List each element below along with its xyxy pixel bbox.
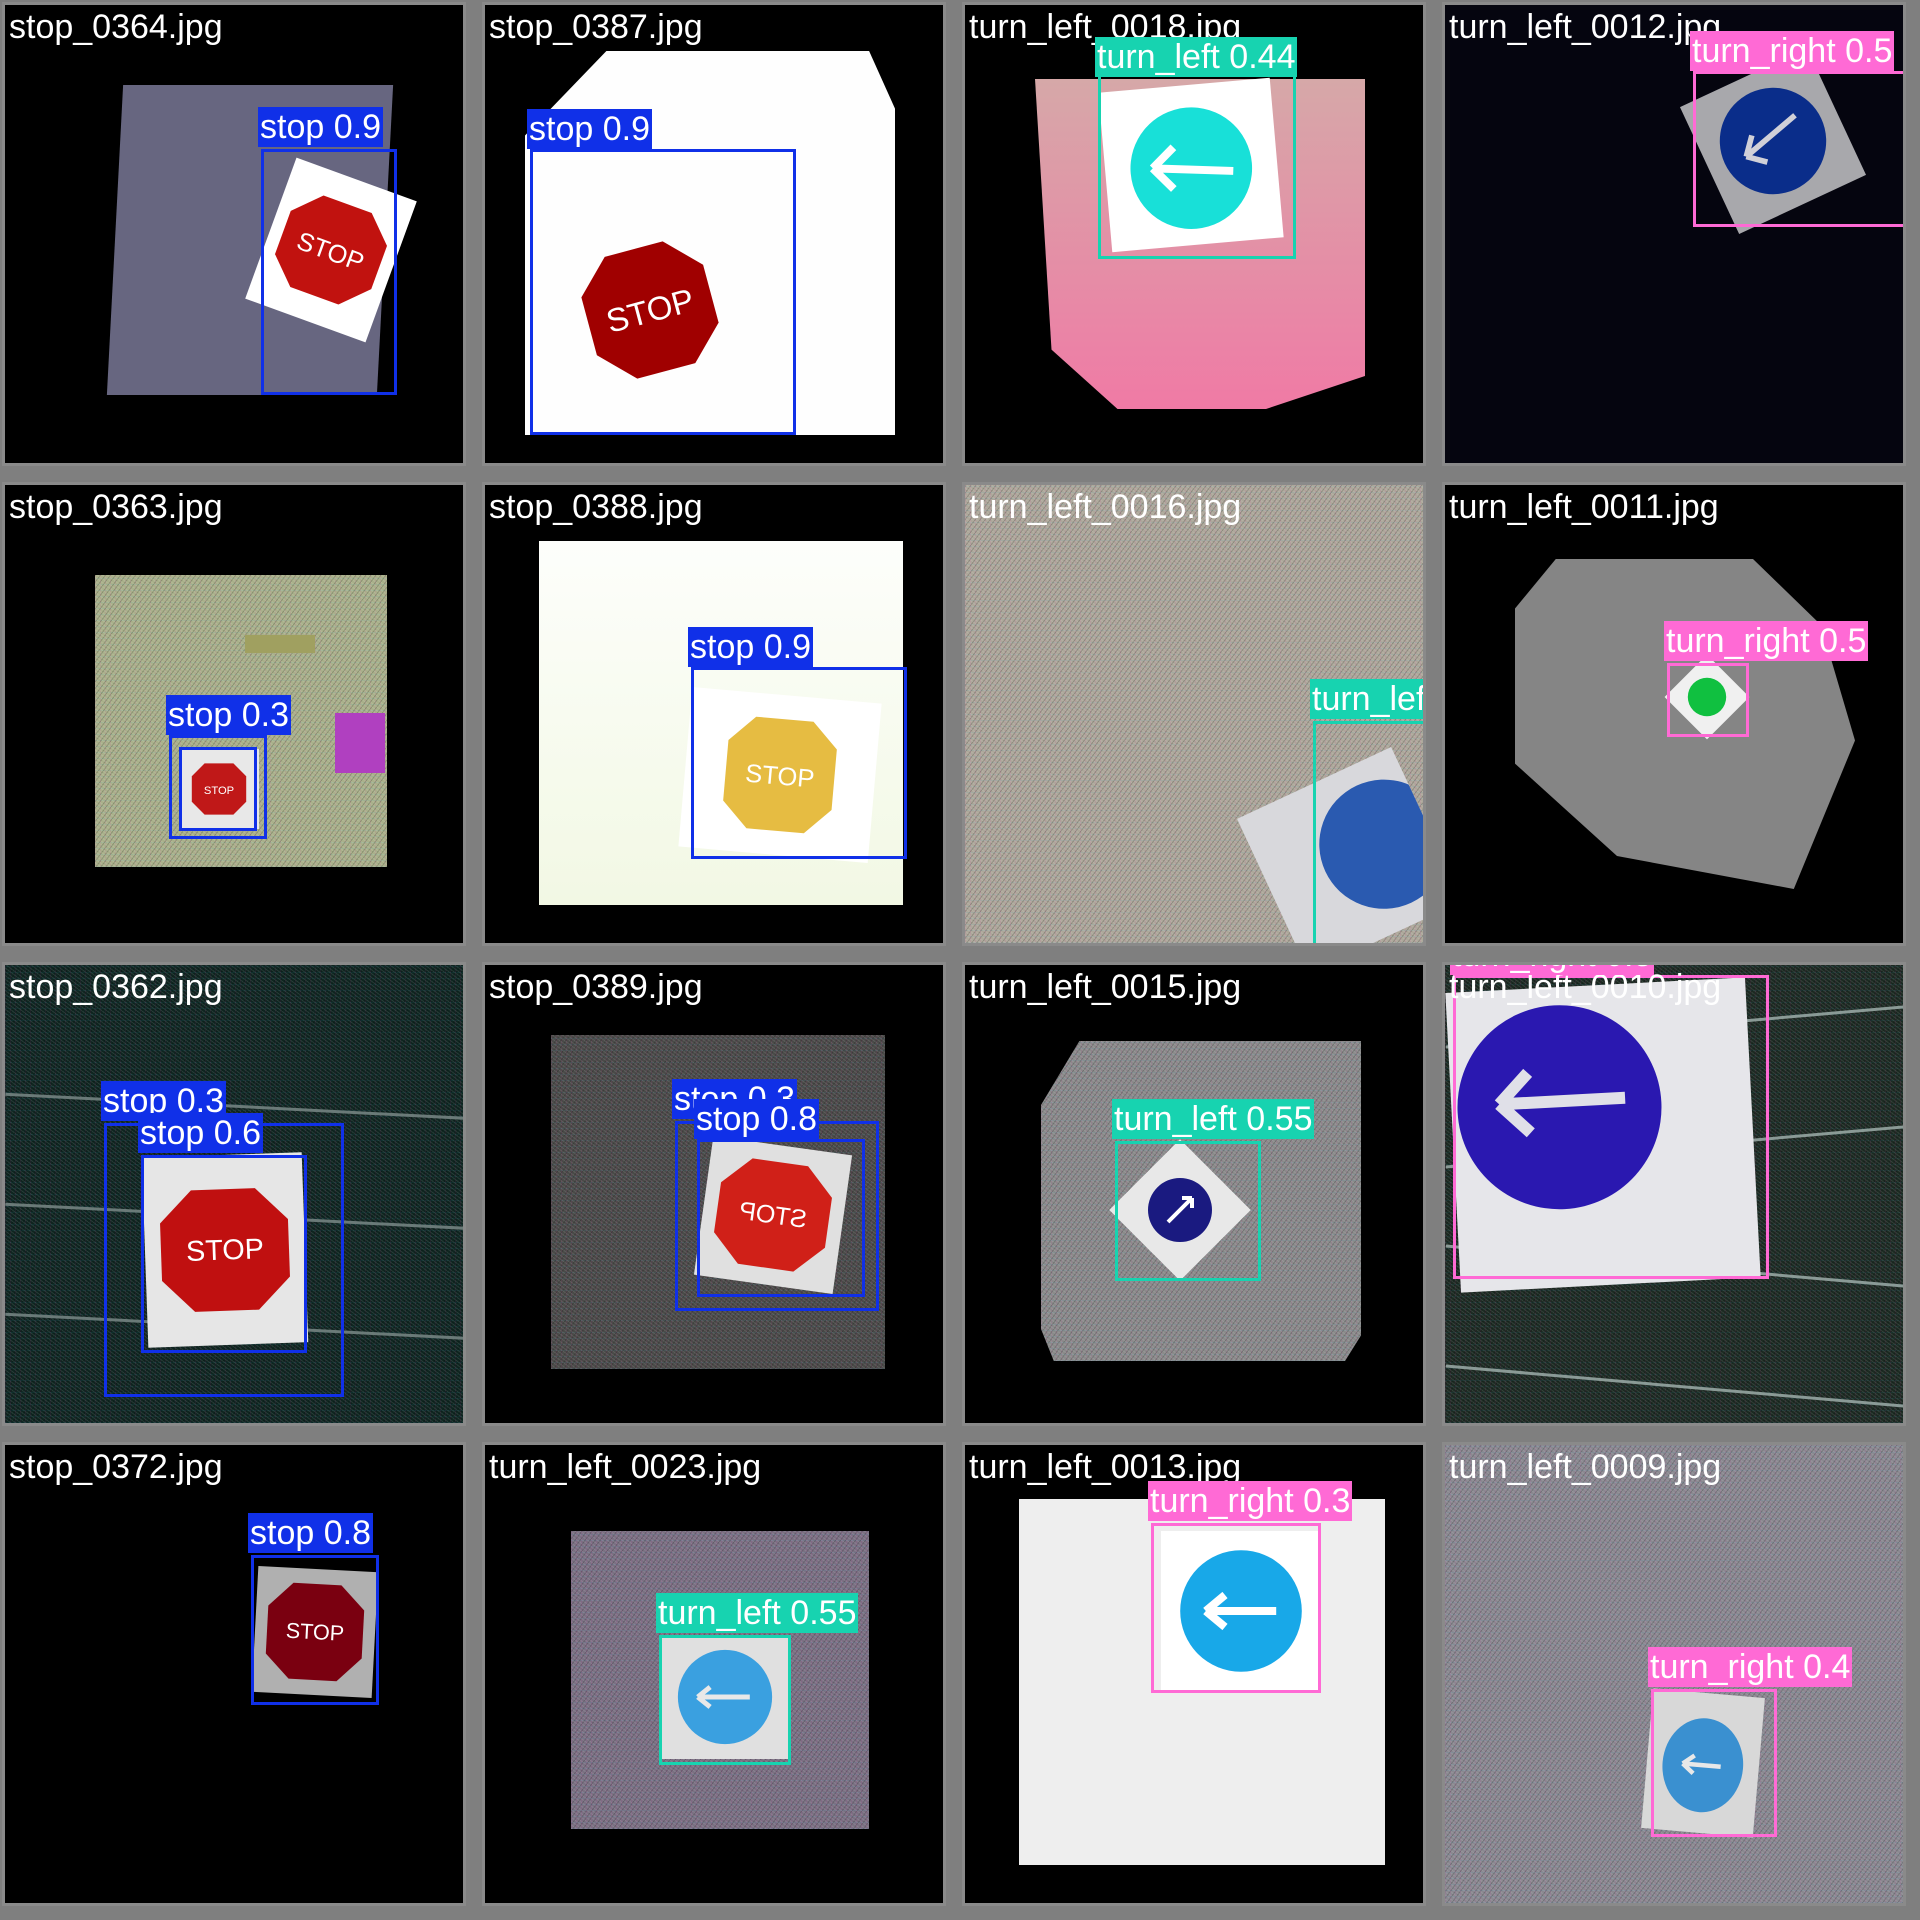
tile-turn-left-0018: turn_left_0018.jpg turn_left 0.44 xyxy=(962,2,1426,466)
detection-label: stop 0.9 xyxy=(527,109,652,149)
image-filename: stop_0388.jpg xyxy=(489,488,703,526)
tile-turn-left-0015: turn_left_0015.jpg turn_left 0.55 xyxy=(962,962,1426,1426)
image-filename: turn_left_0009.jpg xyxy=(1449,1448,1722,1486)
arrow-sign xyxy=(1664,654,1750,740)
detection-box xyxy=(1667,663,1749,737)
detection-label: turn_left 0.44 xyxy=(1095,37,1298,77)
detection-box xyxy=(141,1155,307,1353)
detection-label: stop 0.6 xyxy=(138,1113,263,1153)
detection-box xyxy=(1098,63,1296,259)
arrow-sign xyxy=(1098,77,1284,253)
stop-sign: STOP xyxy=(251,1565,379,1699)
stop-sign: STOP xyxy=(558,218,742,402)
detection-box xyxy=(1115,1141,1261,1281)
tile-turn-left-0011: turn_left_0011.jpg turn_right 0.5 xyxy=(1442,482,1906,946)
detection-label: turn_left 0.55 xyxy=(1112,1099,1315,1139)
arrow-sign xyxy=(1641,1688,1765,1838)
detection-label: turn_left 0.55 xyxy=(656,1593,859,1633)
svg-text:STOP: STOP xyxy=(204,785,234,797)
stop-sign: STOP xyxy=(245,157,417,343)
detection-box xyxy=(1453,975,1769,1279)
svg-text:STOP: STOP xyxy=(186,1233,265,1268)
tile-stop-0362: STOP stop_0362.jpg stop 0.3 stop 0.6 xyxy=(2,962,466,1426)
arrow-sign xyxy=(1679,47,1867,235)
tile-stop-0388: STOP stop_0388.jpg stop 0.9 xyxy=(482,482,946,946)
detection-label: turn_right 0.4 xyxy=(1648,1647,1853,1687)
tile-stop-0363: STOP stop_0363.jpg stop 0.3 xyxy=(2,482,466,946)
detection-label: turn_right 0.3 xyxy=(1148,1481,1353,1521)
tile-turn-left-0009: turn_left_0009.jpg turn_right 0.4 xyxy=(1442,1442,1906,1906)
detection-box xyxy=(179,747,257,831)
image-filename: turn_left_0012.jpg xyxy=(1449,8,1722,46)
detection-box xyxy=(169,735,267,839)
detection-label: stop 0.9 xyxy=(258,107,383,147)
arrow-sign xyxy=(659,1635,791,1759)
svg-text:STOP: STOP xyxy=(744,760,815,794)
detection-box xyxy=(530,149,796,435)
tile-turn-left-0010: turn_left_0010.jpg turn_right 0.5 xyxy=(1442,962,1906,1426)
detection-label: turn_right 0.5 xyxy=(1690,31,1895,71)
detection-label: turn_right 0.5 xyxy=(1450,965,1655,975)
arrow-sign xyxy=(1161,1531,1321,1691)
arrow-sign xyxy=(1109,1139,1251,1281)
image-filename: turn_left_0015.jpg xyxy=(969,968,1242,1006)
detection-box xyxy=(1151,1523,1321,1693)
tile-turn-left-0016: turn_left_0016.jpg turn_left 0.45 xyxy=(962,482,1426,946)
detection-box xyxy=(1693,71,1903,227)
detection-box xyxy=(659,1635,791,1765)
tile-stop-0387: STOP stop_0387.jpg stop 0.9 xyxy=(482,2,946,466)
image-filename: stop_0364.jpg xyxy=(9,8,223,46)
image-filename: turn_left_0023.jpg xyxy=(489,1448,762,1486)
detection-box xyxy=(697,1139,865,1297)
detection-box xyxy=(251,1555,379,1705)
tile-stop-0364: STOP stop_0364.jpg stop 0.9 xyxy=(2,2,466,466)
arrow-sign xyxy=(1445,977,1761,1293)
detection-label: stop 0.8 xyxy=(694,1099,819,1139)
image-filename: turn_left_0016.jpg xyxy=(969,488,1242,526)
svg-text:STOP: STOP xyxy=(285,1618,345,1646)
detection-box xyxy=(261,149,397,395)
image-filename: stop_0362.jpg xyxy=(9,968,223,1006)
tile-turn-left-0012: turn_left_0012.jpg turn_right 0.5 xyxy=(1442,2,1906,466)
image-filename: stop_0389.jpg xyxy=(489,968,703,1006)
tile-turn-left-0023: turn_left_0023.jpg turn_left 0.55 xyxy=(482,1442,946,1906)
image-filename: stop_0387.jpg xyxy=(489,8,703,46)
stop-sign: STOP xyxy=(141,1152,309,1348)
tile-stop-0372: STOP stop_0372.jpg stop 0.8 xyxy=(2,1442,466,1906)
detection-label: turn_right 0.5 xyxy=(1664,621,1869,661)
detection-label: stop 0.9 xyxy=(688,627,813,667)
stop-sign: STOP xyxy=(678,687,882,863)
detection-box xyxy=(1313,721,1423,943)
detection-label: stop 0.8 xyxy=(248,1513,373,1553)
stop-sign: STOP xyxy=(693,1135,853,1295)
detection-label: stop 0.3 xyxy=(166,695,291,735)
stop-sign: STOP xyxy=(179,749,259,829)
image-filename: stop_0372.jpg xyxy=(9,1448,223,1486)
tile-turn-left-0013: turn_left_0013.jpg turn_right 0.3 xyxy=(962,1442,1426,1906)
image-filename: turn_left_0011.jpg xyxy=(1449,488,1719,526)
image-filename: stop_0363.jpg xyxy=(9,488,223,526)
tile-stop-0389: STOP stop_0389.jpg stop 0.3 stop 0.8 xyxy=(482,962,946,1426)
arrow-sign xyxy=(1237,747,1423,943)
detection-box xyxy=(691,667,907,859)
detection-box xyxy=(1651,1689,1777,1837)
image-filename: turn_left_0013.jpg xyxy=(969,1448,1242,1486)
detection-label: turn_left 0.45 xyxy=(1310,679,1423,719)
